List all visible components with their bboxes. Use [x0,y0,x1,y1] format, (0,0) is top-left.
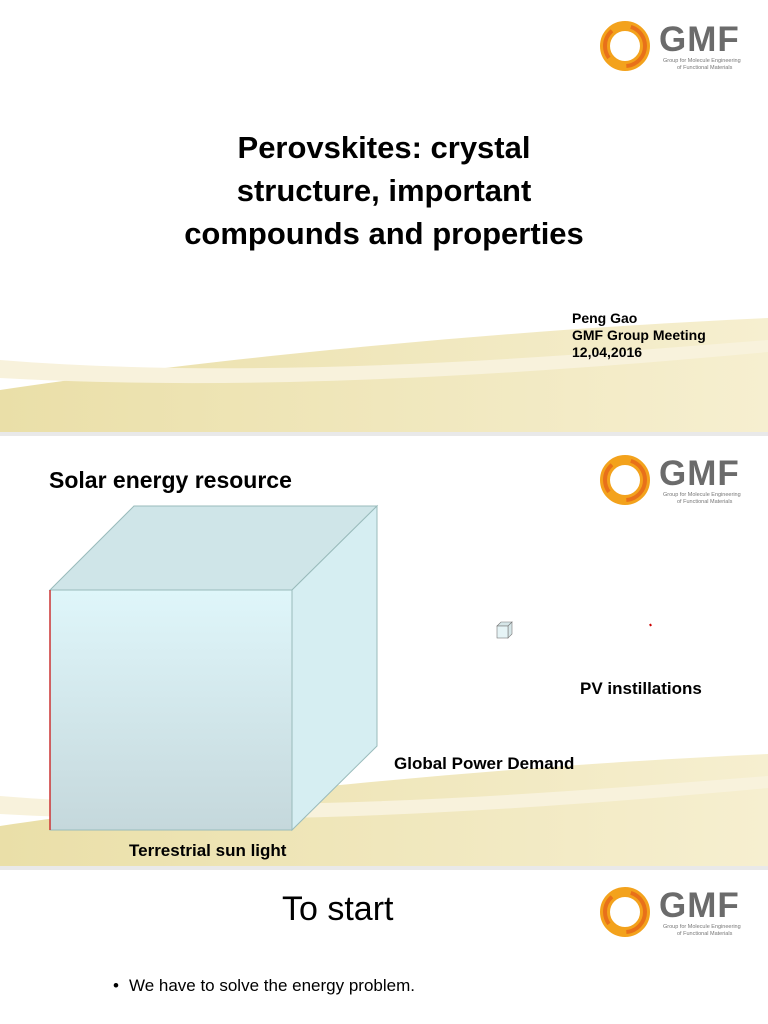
logo-ring [600,455,650,505]
logo-subtitle: of Functional Materials [677,931,733,937]
label: Global Power Demand [394,754,575,773]
slide: GMF Group for Molecule Engineering of Fu… [0,436,768,866]
logo: GMF Group for Molecule Engineering of Fu… [597,450,757,520]
slide-graphics [0,504,768,866]
logo-subtitle: of Functional Materials [677,499,733,505]
title-line: Perovskites: crystal [237,130,531,165]
bullet-marker: • [113,976,119,995]
bullet-text: We have to solve the energy problem. [128,976,415,995]
logo-subtitle: of Functional Materials [677,65,733,71]
logo-name: GMF [659,454,740,493]
slide: GMF Group for Molecule Engineering of Fu… [0,0,768,432]
author-block: Peng Gao GMF Group Meeting 12,04,2016 [572,310,706,361]
logo-subtitle: Group for Molecule Engineering [663,924,741,930]
title-line: structure, important [236,173,532,208]
author-line: 12,04,2016 [572,344,643,360]
slide-title: To start [282,890,394,928]
title-line: compounds and properties [184,216,584,251]
logo-ring [600,887,650,937]
label: PV instillations [580,679,702,698]
wave-decoration [0,318,768,432]
logo-ring [600,21,650,71]
author-line: GMF Group Meeting [572,327,706,343]
slide: GMF Group for Molecule Engineering of Fu… [0,870,768,1024]
logo: GMF Group for Molecule Engineering of Fu… [597,882,757,952]
logo-name: GMF [659,886,740,925]
logo-subtitle: Group for Molecule Engineering [663,492,741,498]
logo: GMF Group for Molecule Engineering of Fu… [597,16,757,86]
author-line: Peng Gao [572,310,638,326]
slide-title: Perovskites: crystal structure, importan… [0,126,768,255]
logo-subtitle: Group for Molecule Engineering [663,58,741,64]
slide-title: Solar energy resource [49,467,292,493]
bullet-item: • We have to solve the energy problem. [113,976,415,996]
label: Terrestrial sun light [129,841,287,860]
logo-name: GMF [659,20,740,59]
